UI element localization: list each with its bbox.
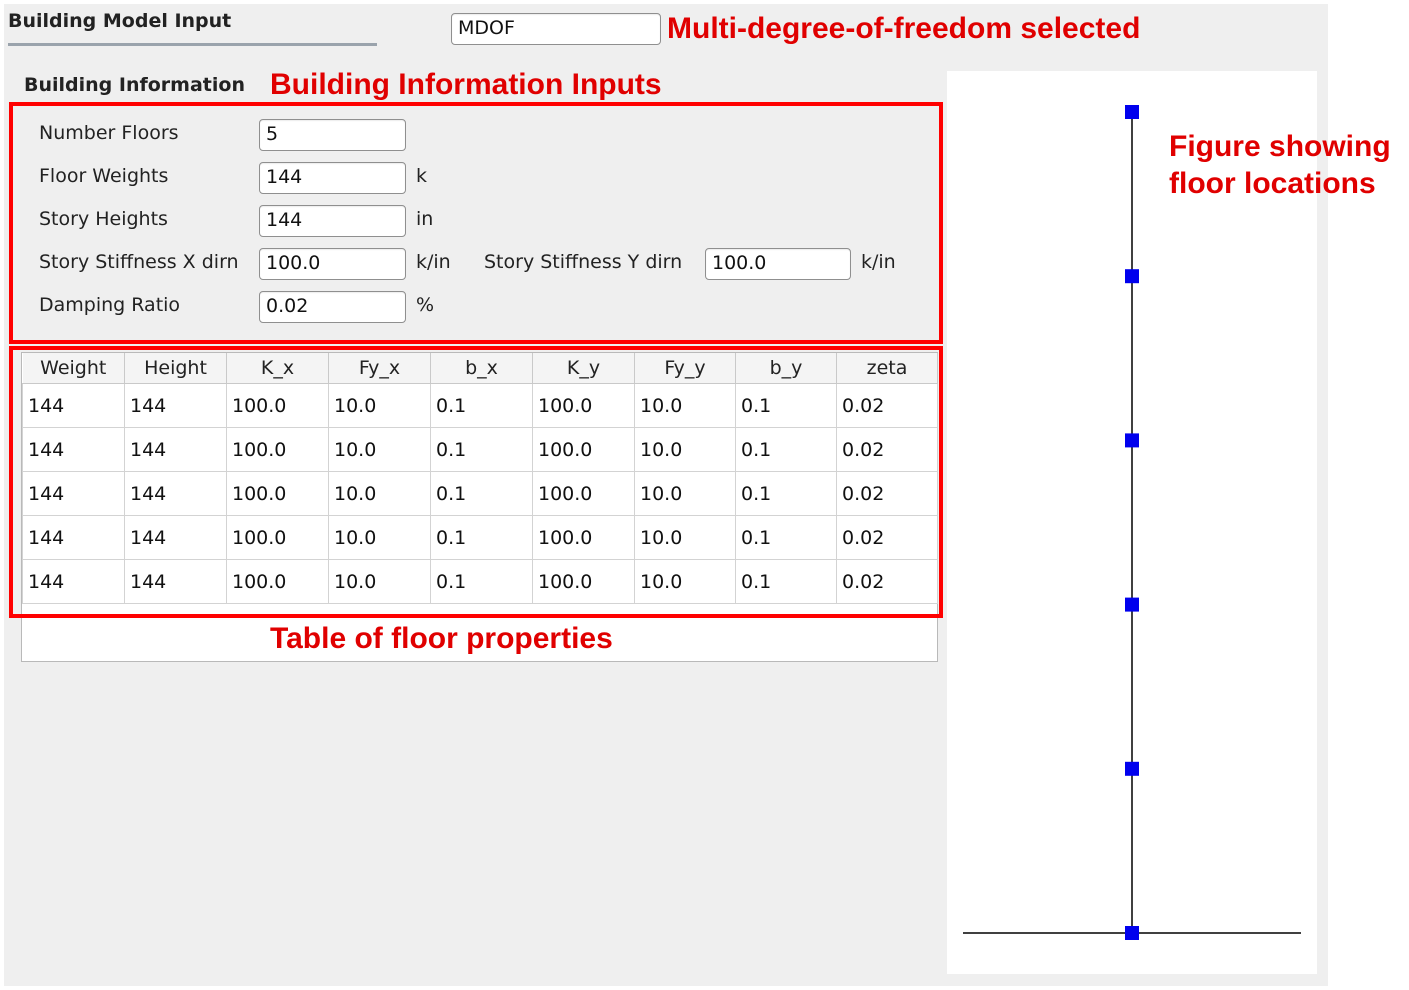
table-row: 144 144 100.0 10.0 0.1 100.0 10.0 0.1 0.02 bbox=[22, 559, 938, 604]
table-cell[interactable]: 100.0 bbox=[532, 515, 635, 560]
table-cell[interactable]: 144 bbox=[22, 559, 125, 604]
table-cell[interactable]: 100.0 bbox=[532, 383, 635, 428]
table-cell[interactable]: 0.02 bbox=[836, 427, 938, 472]
floor-node-4 bbox=[1125, 269, 1139, 284]
table-cell[interactable]: 0.1 bbox=[735, 383, 837, 428]
floor-locations-plot bbox=[963, 105, 1301, 940]
table-cell[interactable]: 0.1 bbox=[735, 471, 837, 516]
column-header-fy-x[interactable]: Fy_x bbox=[328, 353, 431, 384]
column-header-fy-y[interactable]: Fy_y bbox=[634, 353, 736, 384]
table-cell[interactable]: 100.0 bbox=[226, 471, 329, 516]
stiffness-x-input[interactable]: 100.0 bbox=[259, 248, 406, 280]
floor-node-3 bbox=[1125, 433, 1139, 448]
table-cell[interactable]: 10.0 bbox=[634, 383, 736, 428]
column-header-b-x[interactable]: b_x bbox=[430, 353, 533, 384]
table-cell[interactable]: 100.0 bbox=[532, 427, 635, 472]
column-header-zeta[interactable]: zeta bbox=[836, 353, 938, 384]
table-cell[interactable]: 10.0 bbox=[328, 515, 431, 560]
damping-ratio-unit: % bbox=[416, 294, 435, 316]
table-cell[interactable]: 0.02 bbox=[836, 471, 938, 516]
damping-ratio-label: Damping Ratio bbox=[39, 294, 181, 316]
table-cell[interactable]: 0.1 bbox=[430, 515, 533, 560]
table-cell[interactable]: 144 bbox=[124, 383, 227, 428]
building-information-heading: Building Information bbox=[24, 74, 245, 96]
table-cell[interactable]: 0.1 bbox=[735, 515, 837, 560]
column-header-k-y[interactable]: K_y bbox=[532, 353, 635, 384]
annotation-mdof: Multi-degree-of-freedom selected bbox=[667, 12, 1141, 45]
story-heights-input[interactable]: 144 bbox=[259, 205, 406, 237]
table-row: 144 144 100.0 10.0 0.1 100.0 10.0 0.1 0.02 bbox=[22, 515, 938, 560]
floor-locations-figure bbox=[947, 71, 1317, 974]
table-cell[interactable]: 10.0 bbox=[328, 471, 431, 516]
table-cell[interactable]: 10.0 bbox=[634, 427, 736, 472]
table-highlight-box bbox=[9, 346, 943, 618]
table-cell[interactable]: 0.1 bbox=[735, 427, 837, 472]
table-row: 144 144 100.0 10.0 0.1 100.0 10.0 0.1 0.02 bbox=[22, 383, 938, 428]
table-row: 144 144 100.0 10.0 0.1 100.0 10.0 0.1 0.02 bbox=[22, 471, 938, 516]
table-cell[interactable]: 0.1 bbox=[430, 471, 533, 516]
table-cell[interactable]: 144 bbox=[22, 427, 125, 472]
annotation-figure-line2: floor locations bbox=[1169, 167, 1376, 200]
table-cell[interactable]: 144 bbox=[124, 471, 227, 516]
column-header-weight[interactable]: Weight bbox=[22, 353, 125, 384]
table-cell[interactable]: 10.0 bbox=[634, 515, 736, 560]
column-header-k-x[interactable]: K_x bbox=[226, 353, 329, 384]
number-floors-label: Number Floors bbox=[39, 122, 179, 144]
table-cell[interactable]: 144 bbox=[124, 515, 227, 560]
table-cell[interactable]: 10.0 bbox=[634, 471, 736, 516]
table-cell[interactable]: 100.0 bbox=[226, 515, 329, 560]
floor-properties-table: Weight Height K_x Fy_x b_x K_y Fy_y b_y zeta 144… bbox=[22, 353, 938, 604]
table-cell[interactable]: 0.1 bbox=[430, 383, 533, 428]
annotation-building-info: Building Information Inputs bbox=[270, 68, 662, 101]
table-cell[interactable]: 0.1 bbox=[735, 559, 837, 604]
table-row: 144 144 100.0 10.0 0.1 100.0 10.0 0.1 0.02 bbox=[22, 427, 938, 472]
table-cell[interactable]: 100.0 bbox=[226, 427, 329, 472]
floor-node-2 bbox=[1125, 597, 1139, 612]
damping-ratio-input[interactable]: 0.02 bbox=[259, 291, 406, 323]
floor-weights-label: Floor Weights bbox=[39, 165, 169, 187]
table-cell[interactable]: 0.02 bbox=[836, 383, 938, 428]
story-heights-label: Story Heights bbox=[39, 208, 168, 230]
model-type-select[interactable]: MDOF bbox=[451, 13, 661, 45]
stiffness-y-unit: k/in bbox=[861, 251, 896, 273]
number-floors-input[interactable]: 5 bbox=[259, 119, 406, 151]
column-header-height[interactable]: Height bbox=[124, 353, 227, 384]
stiffness-y-input[interactable]: 100.0 bbox=[705, 248, 851, 280]
ground-node bbox=[1125, 926, 1139, 940]
table-cell[interactable]: 144 bbox=[124, 559, 227, 604]
stiffness-y-label: Story Stiffness Y dirn bbox=[484, 251, 683, 273]
table-cell[interactable]: 100.0 bbox=[532, 471, 635, 516]
floor-node-1 bbox=[1125, 761, 1139, 776]
table-cell[interactable]: 10.0 bbox=[328, 559, 431, 604]
table-cell[interactable]: 144 bbox=[124, 427, 227, 472]
annotation-figure-line1: Figure showing bbox=[1169, 130, 1391, 163]
stiffness-x-label: Story Stiffness X dirn bbox=[39, 251, 239, 273]
floor-node-5 bbox=[1125, 105, 1139, 119]
table-cell[interactable]: 10.0 bbox=[634, 559, 736, 604]
table-cell[interactable]: 10.0 bbox=[328, 427, 431, 472]
column-header-b-y[interactable]: b_y bbox=[735, 353, 837, 384]
table-cell[interactable]: 144 bbox=[22, 383, 125, 428]
table-cell[interactable]: 0.02 bbox=[836, 515, 938, 560]
table-cell[interactable]: 0.02 bbox=[836, 559, 938, 604]
table-cell[interactable]: 100.0 bbox=[226, 559, 329, 604]
table-cell[interactable]: 144 bbox=[22, 471, 125, 516]
table-cell[interactable]: 10.0 bbox=[328, 383, 431, 428]
table-cell[interactable]: 100.0 bbox=[532, 559, 635, 604]
table-cell[interactable]: 100.0 bbox=[226, 383, 329, 428]
floor-weights-input[interactable]: 144 bbox=[259, 162, 406, 194]
floor-weights-unit: k bbox=[416, 165, 428, 187]
page-title: Building Model Input bbox=[8, 10, 232, 32]
story-heights-unit: in bbox=[416, 208, 434, 230]
building-info-highlight-box bbox=[9, 102, 943, 344]
annotation-table: Table of floor properties bbox=[270, 622, 613, 655]
stiffness-x-unit: k/in bbox=[416, 251, 451, 273]
table-cell[interactable]: 0.1 bbox=[430, 559, 533, 604]
title-underline bbox=[8, 43, 377, 46]
